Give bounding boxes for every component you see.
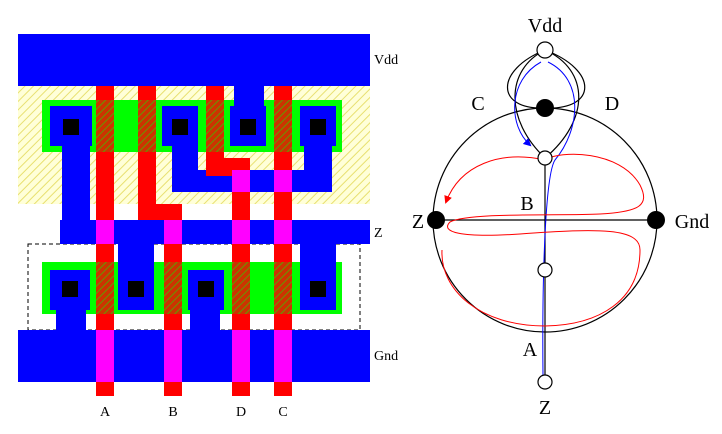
via-crossing — [232, 170, 250, 192]
z-output-label: Z — [374, 226, 383, 241]
input-label-b: B — [168, 405, 177, 420]
node-vdd — [536, 41, 554, 59]
edge-c-outer — [506, 49, 546, 109]
metal-strap — [304, 146, 332, 192]
gate-region — [164, 262, 182, 314]
node-inner-top — [537, 150, 553, 166]
via-crossing — [232, 220, 250, 244]
vdd-drop — [234, 86, 264, 106]
node-gnd — [647, 211, 665, 229]
euler-path-red — [444, 156, 546, 204]
metal-strap — [62, 146, 90, 224]
via-crossing — [274, 330, 292, 382]
contact — [198, 281, 214, 297]
graph-label-b: B — [520, 193, 533, 215]
euler-path-blue — [514, 61, 542, 147]
contact — [240, 119, 256, 135]
gate-region — [206, 100, 224, 152]
graph-label-vdd: Vdd — [528, 15, 562, 37]
vdd-rail — [18, 34, 370, 86]
input-label-c: C — [278, 405, 287, 420]
via-crossing — [164, 220, 182, 244]
graph-label-c: C — [471, 93, 484, 115]
input-label-d: D — [236, 405, 246, 420]
contact — [172, 119, 188, 135]
layout-diagram: Vdd Z Gnd A B D C — [18, 34, 398, 420]
contact-pad — [118, 244, 154, 310]
euler-path-red — [441, 153, 645, 327]
gnd-rail-label: Gnd — [374, 349, 398, 364]
via-crossing — [232, 330, 250, 382]
graph-label-gnd: Gnd — [675, 211, 709, 233]
graph-label-d: D — [605, 93, 619, 115]
vdd-rail-label: Vdd — [374, 53, 398, 68]
gate-region — [138, 100, 156, 152]
graph-label-a: A — [523, 339, 538, 361]
euler-path-blue — [542, 61, 576, 377]
gate-region — [96, 262, 114, 314]
gate-region — [232, 262, 250, 314]
contact — [62, 281, 78, 297]
gnd-rail — [18, 330, 370, 382]
contact — [310, 281, 326, 297]
contact — [128, 281, 144, 297]
graph-diagram: Vdd C D Z B Gnd A Z — [412, 15, 709, 419]
node-inner-bottom — [537, 262, 553, 278]
node-z-bottom — [537, 374, 553, 390]
contact — [63, 119, 79, 135]
contact-pad — [300, 244, 336, 310]
metal-strap — [56, 310, 86, 330]
graph-label-z-bottom: Z — [539, 397, 551, 419]
via-crossing — [164, 330, 182, 382]
edge-d-outer — [544, 49, 586, 109]
contact — [310, 119, 326, 135]
gate-region — [96, 100, 114, 152]
via-crossing — [96, 330, 114, 382]
node-z-left — [427, 211, 445, 229]
gate-region — [274, 100, 292, 152]
input-label-a: A — [100, 405, 111, 420]
gate-region — [274, 262, 292, 314]
metal-strap — [190, 310, 220, 330]
edge-d — [544, 49, 580, 159]
node-cd-junction — [536, 99, 554, 117]
via-crossing — [274, 170, 292, 192]
graph-label-z-left: Z — [412, 211, 424, 233]
via-crossing — [274, 220, 292, 244]
via-crossing — [96, 220, 114, 244]
